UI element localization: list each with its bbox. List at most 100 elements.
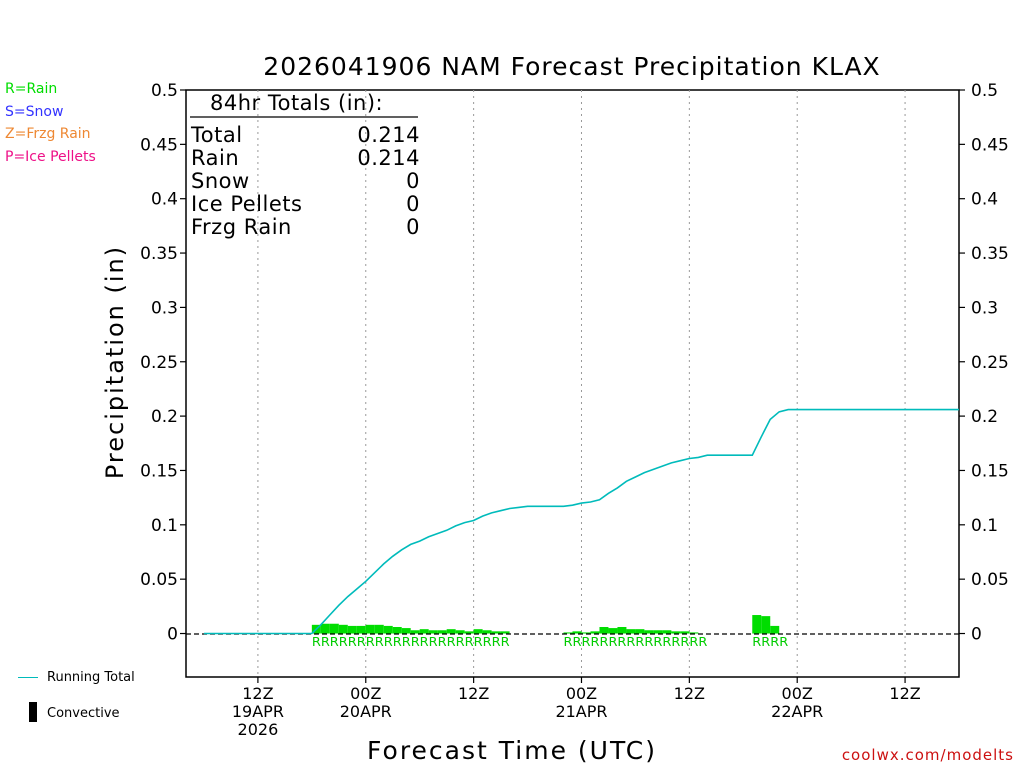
rain-bar [653, 630, 663, 634]
y-tick-label-right: 0.3 [971, 298, 998, 318]
y-tick-label-left: 0.35 [140, 244, 178, 264]
totals-value-total: 0.214 [357, 123, 420, 147]
y-tick-label-right: 0.5 [971, 81, 998, 101]
y-tick-label-left: 0.4 [151, 190, 178, 210]
rain-bar [347, 625, 357, 634]
rain-bar [491, 631, 501, 634]
rain-bar [482, 630, 492, 634]
rain-bar [761, 616, 771, 634]
rain-bar [365, 624, 375, 634]
rain-bars [311, 615, 780, 634]
x-tick-label: 12Z [458, 684, 489, 703]
x-tick-label: 00Z [566, 684, 597, 703]
y-tick-label-right: 0.25 [971, 353, 1009, 373]
y-tick-label-left: 0.45 [140, 135, 178, 155]
y-tick-label-right: 0.1 [971, 516, 998, 536]
running-total-legend-label: Running Total [47, 670, 135, 685]
rain-bar [752, 615, 762, 634]
x-tick-label: 12Z [674, 684, 705, 703]
rain-bar [410, 630, 420, 634]
legend-snow: S=Snow [5, 104, 64, 120]
precip-type-code: RRRR [752, 635, 788, 649]
legend-frzg-rain: Z=Frzg Rain [5, 126, 91, 142]
y-axis-label: Precipitation (in) [101, 245, 129, 479]
rain-bar [563, 632, 573, 634]
rain-bar [680, 631, 690, 634]
legend-ice-pellets: P=Ice Pellets [5, 149, 96, 165]
x-tick-label: 19APR [232, 702, 284, 721]
x-tick-label: 21APR [555, 702, 607, 721]
y-tick-label-left: 0.25 [140, 353, 178, 373]
y-tick-label-right: 0.2 [971, 407, 998, 427]
rain-bar [473, 629, 483, 634]
rain-bar [599, 626, 609, 634]
x-tick-label: 12Z [889, 684, 920, 703]
chart-title: 2026041906 NAM Forecast Precipitation KL… [263, 52, 880, 81]
x-tick-label: 12Z [242, 684, 273, 703]
y-tick-label-right: 0 [971, 625, 982, 645]
rain-bar [374, 624, 384, 634]
totals-value-frzg-rain: 0 [406, 215, 420, 239]
rain-bar [437, 630, 447, 634]
y-tick-label-left: 0.3 [151, 298, 178, 318]
rain-bar [608, 628, 618, 634]
totals-label-frzg-rain: Frzg Rain [191, 215, 292, 239]
convective-legend-label: Convective [47, 706, 120, 721]
y-tick-label-left: 0.1 [151, 516, 178, 536]
rain-bar [383, 625, 393, 634]
rain-bar [671, 631, 681, 634]
x-tick-label: 20APR [340, 702, 392, 721]
totals-value-ice-pellets: 0 [406, 192, 420, 216]
y-tick-label-left: 0.5 [151, 81, 178, 101]
rain-bar [581, 632, 591, 634]
running-total-legend-swatch [18, 677, 38, 678]
legend-rain: R=Rain [5, 81, 58, 97]
source-credit: coolwx.com/modelts [842, 746, 1014, 764]
rain-bar [419, 629, 429, 634]
rain-bar [689, 632, 699, 634]
y-tick-label-right: 0.4 [971, 190, 998, 210]
y-tick-label-left: 0.05 [140, 570, 178, 590]
rain-bar [644, 630, 654, 634]
rain-bar [428, 630, 438, 634]
y-axis-left: 0 0.05 0.1 0.15 0.2 0.25 0.3 0.35 0.4 0.45 0.5 [140, 81, 186, 645]
x-tick-label: 22APR [771, 702, 823, 721]
rain-bar [590, 631, 600, 634]
rain-bar [446, 629, 456, 634]
y-tick-label-left: 0.15 [140, 461, 178, 481]
rain-bar [500, 631, 510, 634]
y-tick-label-left: 0.2 [151, 407, 178, 427]
precip-type-code: RRRRRRRRRRRRRRRR [564, 635, 708, 649]
rain-bar [338, 624, 348, 634]
rain-bar [356, 625, 366, 634]
totals-label-ice-pellets: Ice Pellets [191, 192, 303, 216]
totals-label-total: Total [191, 123, 243, 147]
precip-type-codes: RRRRRRRRRRRRRRRRRRRRRR RRRRRRRRRRRRRRRR RR… [312, 635, 788, 649]
plot-area [185, 89, 960, 678]
rain-bar [329, 623, 339, 634]
totals-label-snow: Snow [191, 169, 250, 193]
x-tick-label: 00Z [350, 684, 381, 703]
rain-bar [455, 630, 465, 634]
totals-label-rain: Rain [191, 146, 240, 170]
rain-bar [401, 628, 411, 634]
totals-value-rain: 0.214 [357, 146, 420, 170]
y-tick-label-right: 0.15 [971, 461, 1009, 481]
x-tick-label: 2026 [238, 720, 279, 739]
totals-value-snow: 0 [406, 169, 420, 193]
precip-type-code: RRRRRRRRRRRRRRRRRRRRRR [312, 635, 510, 649]
running-total-line [204, 408, 959, 635]
rain-bar [626, 629, 636, 634]
rain-bar [464, 631, 474, 634]
rain-bar [320, 623, 330, 634]
rain-bar [572, 631, 582, 634]
rain-bar [617, 626, 627, 634]
x-tick-label: 00Z [782, 684, 813, 703]
y-axis-right: 0 0.05 0.1 0.15 0.2 0.25 0.3 0.35 0.4 0.45 0.5 [959, 81, 1009, 645]
rain-bar [770, 625, 780, 634]
convective-legend-swatch [29, 702, 37, 722]
y-tick-label-right: 0.05 [971, 570, 1009, 590]
rain-bar [662, 630, 672, 634]
